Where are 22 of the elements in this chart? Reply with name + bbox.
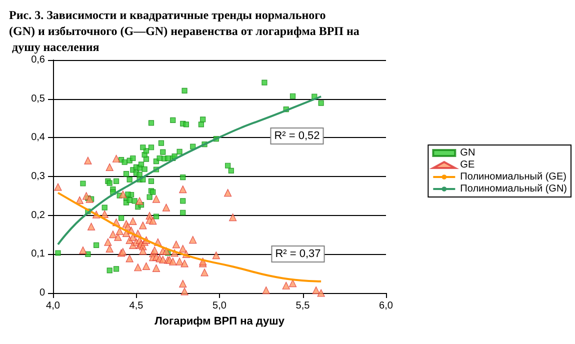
legend-label: Полиномиальный (GE) [460, 172, 566, 182]
legend-label: GN [460, 148, 476, 158]
x-tick-label: 5,0 [212, 300, 227, 312]
y-tick-label: 0,5 [31, 93, 46, 104]
legend-label: GE [460, 160, 475, 170]
line-series [56, 192, 322, 282]
y-tick-label: 0,4 [31, 132, 46, 144]
x-tick-label: 5,5 [296, 300, 310, 312]
y-tick-label: 0,6 [31, 54, 46, 66]
y-tick-label: 0,2 [31, 210, 46, 221]
y-tick-label: 0,3 [31, 171, 46, 182]
x-tick-label: 6,0 [379, 300, 394, 312]
legend-label: Полиномиальный (GN) [460, 184, 568, 194]
x-tick-label: 4,5 [129, 300, 144, 312]
y-tick-label: 0,1 [31, 248, 46, 260]
chart-title: Рис. 3. Зависимости и квадратичные тренды нормального (GN) и избыточного (G—GN) неравенства от логарифма ВРП на душу населения [9, 8, 360, 54]
annotation: R² = 0,52 [274, 130, 320, 142]
y-tick-label: 0 [39, 288, 46, 298]
annotation: R² = 0,37 [275, 248, 321, 260]
line-series [56, 96, 322, 246]
x-tick-label: 4,0 [46, 300, 60, 312]
x-axis-title: Логарифм ВРП на душу [154, 315, 286, 328]
